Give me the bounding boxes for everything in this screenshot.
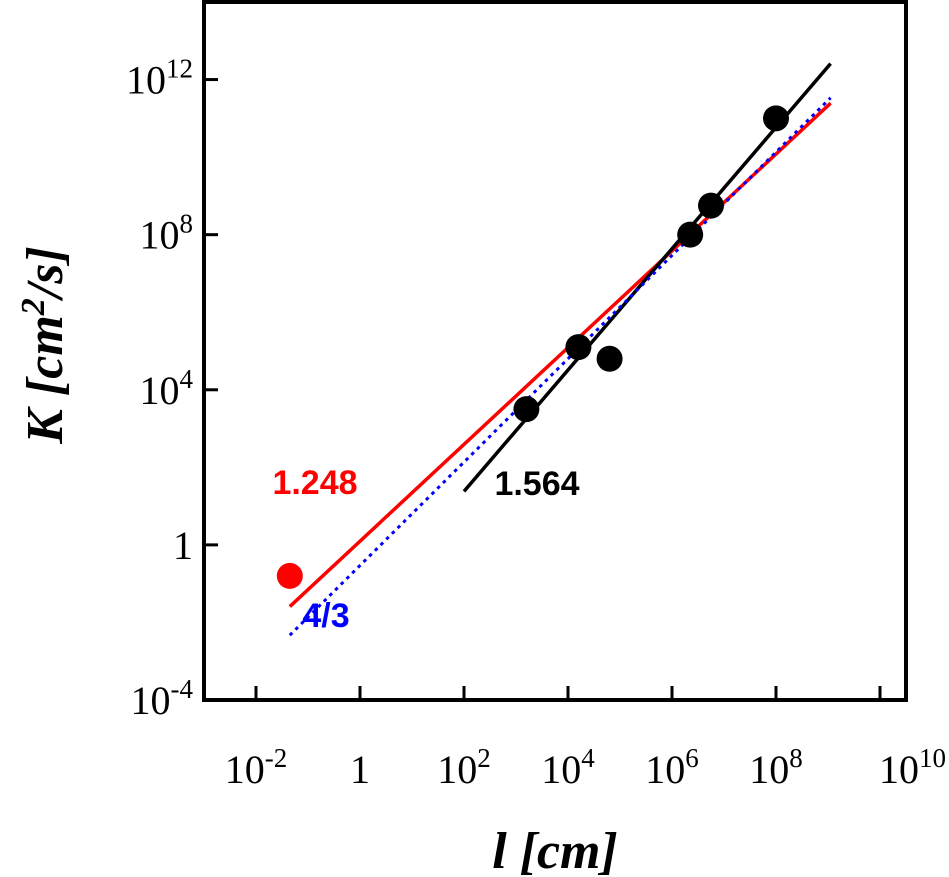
y-tick-label-4: 1012: [126, 54, 193, 103]
x-tick-label-1: 1: [350, 747, 370, 792]
fit-lines: [288, 62, 832, 637]
y-tick-label-0: 10-4: [131, 674, 194, 723]
x-tick-label-5: 108: [749, 743, 803, 792]
y-tick-label-2-exponent: 4: [180, 364, 194, 394]
x-tick-label-3: 104: [541, 743, 595, 792]
y-tick-label-1: 1: [173, 523, 193, 568]
fit-line-4-3: [288, 96, 832, 637]
y-tick-label-3: 108: [140, 209, 194, 258]
x-tick-label-0: 10-2: [225, 743, 288, 792]
x-tick-label-5-base: 10: [749, 747, 789, 792]
x-tick-label-3-exponent: 4: [581, 743, 595, 773]
data-point: [698, 192, 724, 219]
x-tick-label-5-exponent: 8: [789, 743, 803, 773]
y-tick-label-0-exponent: -4: [171, 674, 194, 704]
fit-label-1.248: 1.248: [272, 464, 357, 502]
y-axis-title: K [cm2/s]: [15, 246, 74, 445]
y-axis-title-base: K [cm: [17, 315, 74, 445]
x-tick-label-4-exponent: 6: [685, 743, 699, 773]
x-tick-label-1-base: 1: [350, 747, 370, 792]
data-points: [276, 105, 789, 589]
data-point: [513, 396, 540, 423]
x-tick-label-6: 1010: [879, 743, 946, 792]
y-axis-title-tail: /s]: [17, 246, 74, 302]
x-tick-label-0-base: 10: [225, 747, 265, 792]
y-tick-label-2-base: 10: [140, 368, 180, 413]
data-point-red: [276, 562, 303, 589]
fit-label-4-3: 4/3: [302, 597, 349, 635]
y-tick-label-3-exponent: 8: [180, 209, 194, 239]
plot-frame: [202, 0, 908, 702]
x-tick-label-2-exponent: 2: [477, 743, 491, 773]
y-axis-title-sup: 2: [15, 298, 52, 316]
x-tick-label-6-base: 10: [879, 747, 919, 792]
x-axis-title: l [cm]: [492, 823, 618, 877]
data-point: [596, 345, 623, 372]
fit-label-1.564: 1.564: [494, 465, 579, 503]
y-tick-label-4-exponent: 12: [166, 54, 193, 84]
y-tick-label-2: 104: [140, 364, 194, 413]
x-tick-label-2-base: 10: [437, 747, 477, 792]
x-tick-label-4-base: 10: [645, 747, 685, 792]
y-tick-label-3-base: 10: [140, 213, 180, 258]
y-tick-label-1-base: 1: [173, 523, 193, 568]
fit-labels: 1.248 1.564 4/3: [272, 464, 579, 635]
x-tick-label-4: 106: [645, 743, 699, 792]
x-tick-label-6-exponent: 10: [919, 743, 946, 773]
y-tick-label-4-base: 10: [126, 58, 166, 103]
axis-ticks: [204, 78, 882, 702]
x-tick-label-0-exponent: -2: [265, 743, 288, 773]
fit-line-1.248: [288, 101, 832, 608]
x-tick-label-3-base: 10: [541, 747, 581, 792]
x-tick-labels: 10-2 1 102 104 106 108 1010: [225, 743, 946, 792]
data-point: [565, 334, 592, 361]
x-tick-label-2: 102: [437, 743, 491, 792]
data-point: [763, 105, 789, 132]
data-point: [677, 221, 704, 248]
y-tick-label-0-base: 10: [131, 678, 171, 723]
